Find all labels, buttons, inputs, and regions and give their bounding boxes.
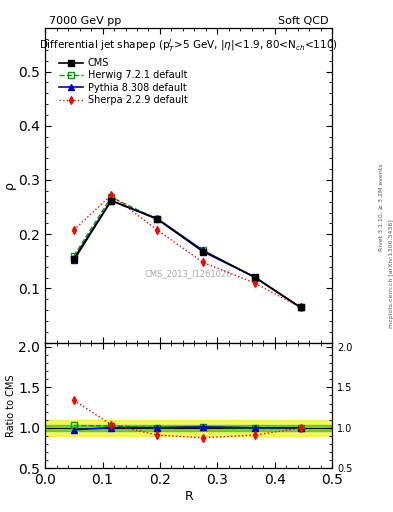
Line: Herwig 7.2.1 default: Herwig 7.2.1 default [71,195,303,310]
Sherpa 2.2.9 default [72,227,76,233]
Sherpa 2.2.9 default [298,304,303,310]
CMS [298,304,303,310]
Text: Differential jet shapeρ (p$^{l}_{T}$>5 GeV, |$\eta$|<1.9, 80<N$_{ch}$<110): Differential jet shapeρ (p$^{l}_{T}$>5 G… [39,37,338,54]
Herwig 7.2.1 default [252,274,257,281]
Sherpa 2.2.9 default [201,260,206,266]
Pythia 8.308 default [252,274,257,280]
Pythia 8.308 default [298,304,303,310]
Sherpa 2.2.9 default [109,192,114,198]
Pythia 8.308 default [109,198,114,204]
Herwig 7.2.1 default [201,247,206,253]
Herwig 7.2.1 default [155,216,160,222]
Legend: CMS, Herwig 7.2.1 default, Pythia 8.308 default, Sherpa 2.2.9 default: CMS, Herwig 7.2.1 default, Pythia 8.308 … [56,55,191,108]
Line: Pythia 8.308 default: Pythia 8.308 default [71,198,303,310]
Bar [45,424,332,431]
CMS [201,248,206,254]
Text: Rivet 3.1.10, ≥ 3.2M events: Rivet 3.1.10, ≥ 3.2M events [379,163,384,251]
Herwig 7.2.1 default [298,304,303,310]
CMS [109,198,114,204]
Y-axis label: Ratio to CMS: Ratio to CMS [6,374,16,437]
Y-axis label: ρ: ρ [3,181,16,189]
Line: Sherpa 2.2.9 default: Sherpa 2.2.9 default [71,193,303,310]
Herwig 7.2.1 default [72,253,76,259]
Sherpa 2.2.9 default [155,227,160,233]
CMS [252,274,257,280]
Sherpa 2.2.9 default [252,280,257,286]
CMS [72,255,76,262]
Bar [45,420,332,436]
Text: mcplots.cern.ch [arXiv:1306.3436]: mcplots.cern.ch [arXiv:1306.3436] [389,220,393,328]
Pythia 8.308 default [72,257,76,263]
Text: 7000 GeV pp: 7000 GeV pp [49,15,121,26]
X-axis label: R: R [184,490,193,503]
Text: Soft QCD: Soft QCD [278,15,328,26]
Herwig 7.2.1 default [109,194,114,200]
Line: CMS: CMS [71,198,304,311]
Text: CMS_2013_I1261026: CMS_2013_I1261026 [145,269,232,278]
Pythia 8.308 default [155,216,160,222]
CMS [155,216,160,222]
Pythia 8.308 default [201,247,206,253]
